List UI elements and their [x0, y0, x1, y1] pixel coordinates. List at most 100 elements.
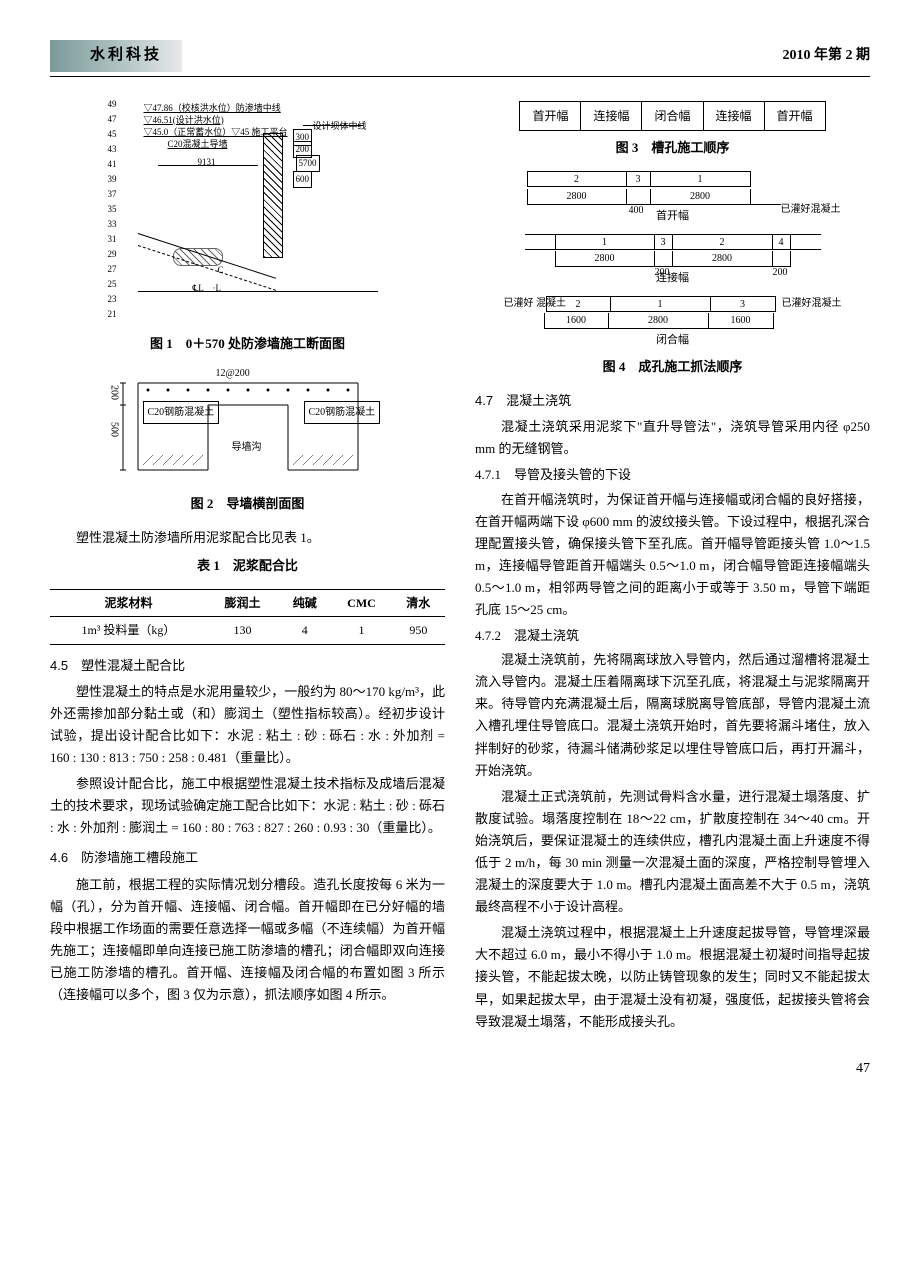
fig4-seg: 3	[627, 171, 651, 187]
s47-p1: 混凝土浇筑采用泥浆下"直升导管法"，浇筑导管采用内径 φ250 mm 的无缝钢管…	[475, 416, 870, 460]
page-header: 水利科技 2010 年第 2 期	[50, 40, 870, 77]
fig4-group3-label: 闭合幅	[493, 331, 853, 350]
header-journal: 水利科技	[50, 40, 182, 72]
fig1-label: 设计坝体中线	[313, 119, 367, 134]
ytick: 47	[108, 112, 117, 127]
fig4-side: 已灌好 混凝土	[504, 298, 546, 309]
figure-2-caption: 图 2 导墙横剖面图	[50, 493, 445, 515]
figure-3-caption: 图 3 槽孔施工顺序	[475, 137, 870, 159]
table-cell: 950	[392, 617, 445, 644]
figure-1-caption: 图 1 0＋570 处防渗墙施工断面图	[50, 333, 445, 355]
ytick: 37	[108, 187, 117, 202]
sec-num: 4.6	[50, 850, 68, 865]
section-4-7-1-title: 4.7.1 导管及接头管的下设	[475, 464, 870, 486]
fig3-cell: 首开幅	[764, 101, 826, 131]
ytick: 23	[108, 292, 117, 307]
sec-num: 4.5	[50, 658, 68, 673]
s46-p1: 施工前，根据工程的实际情况划分槽段。造孔长度按每 6 米为一幅（孔），分为首开幅…	[50, 874, 445, 1007]
fig1-label: C20混凝土导墙	[168, 137, 228, 152]
figure-4: 2 3 1 已灌好混凝土 2800 400 2800 首开幅 1 3 2 4 2…	[493, 171, 853, 350]
ytick: 43	[108, 142, 117, 157]
fig4-seg: 1	[651, 171, 751, 187]
fig4-dim: 2800	[555, 251, 655, 267]
figure-3: 首开幅 连接幅 闭合幅 连接幅 首开幅	[475, 101, 870, 131]
section-4-5-title: 4.5 塑性混凝土配合比	[50, 655, 445, 677]
table-1-caption: 表 1 泥浆配合比	[50, 555, 445, 577]
table-1: 泥浆材料 膨润土 纯碱 CMC 清水 1m³ 投料量（kg） 130 4 1 9…	[50, 589, 445, 645]
s472-p3: 混凝土浇筑过程中，根据混凝土上升速度起拔导管，导管埋深最大不超过 6.0 m，最…	[475, 922, 870, 1032]
fig2-dim-v1: 200	[106, 385, 123, 400]
fig4-dim: 200	[773, 265, 788, 281]
figure-4-caption: 图 4 成孔施工抓法顺序	[475, 356, 870, 378]
table-header: 纯碱	[278, 589, 331, 616]
s471-p1: 在首开幅浇筑时，为保证首开幅与连接幅或闭合幅的良好搭接，在首开幅两端下设 φ60…	[475, 489, 870, 622]
sec-num: 4.7	[475, 393, 493, 408]
fig4-seg: 4	[773, 234, 791, 250]
fig4-seg: 1	[611, 296, 711, 312]
fig2-dim-v2: 500	[106, 422, 123, 437]
fig4-seg: 2	[527, 171, 627, 187]
fig4-seg: 1	[555, 234, 655, 250]
fig4-group2-label: 连接幅	[493, 269, 853, 288]
ytick: 49	[108, 97, 117, 112]
fig4-dim: 2800	[609, 313, 709, 329]
fig3-cell: 连接幅	[580, 101, 641, 131]
header-issue: 2010 年第 2 期	[783, 44, 871, 68]
table-cell: 1	[331, 617, 391, 644]
s472-p1: 混凝土浇筑前，先将隔离球放入导管内，然后通过溜槽将混凝土流入导管内。混凝土压着隔…	[475, 649, 870, 782]
fig4-dim: 2800	[651, 189, 751, 205]
figure-1: 49 47 45 43 41 39 37 35 33 31 29 27 25 2…	[108, 97, 388, 327]
intro-line: 塑性混凝土防渗墙所用泥浆配合比见表 1。	[50, 527, 445, 549]
fig4-dim: 1600	[709, 313, 774, 329]
s45-p1: 塑性混凝土的特点是水泥用量较少，一般约为 80～170 kg/m³，此外还需掺加…	[50, 681, 445, 769]
table-header: 清水	[392, 589, 445, 616]
fig4-seg: 3	[655, 234, 673, 250]
ytick: 41	[108, 157, 117, 172]
sec-text: 塑性混凝土配合比	[81, 658, 185, 673]
ytick: 31	[108, 232, 117, 247]
table-cell: 4	[278, 617, 331, 644]
fig4-seg: 2	[673, 234, 773, 250]
sec-text: 防渗墙施工槽段施工	[81, 850, 198, 865]
figure-2: 12@200 C20钢筋混凝土 C20钢筋混凝土 导墙沟 200 500	[108, 367, 388, 487]
section-4-6-title: 4.6 防渗墙施工槽段施工	[50, 847, 445, 869]
fig1-label: ℄L ·L	[193, 281, 221, 296]
fig3-cell: 连接幅	[703, 101, 764, 131]
left-column: 49 47 45 43 41 39 37 35 33 31 29 27 25 2…	[50, 97, 445, 1037]
fig2-label-left: C20钢筋混凝土	[143, 401, 220, 424]
fig4-dim: 200	[655, 265, 670, 281]
fig4-dim: 400	[629, 203, 644, 219]
fig2-label-right: C20钢筋混凝土	[304, 401, 381, 424]
s45-p2: 参照设计配合比，施工中根据塑性混凝土技术指标及成墙后混凝土的技术要求，现场试验确…	[50, 773, 445, 839]
table-cell: 130	[207, 617, 278, 644]
fig3-cell: 首开幅	[519, 101, 580, 131]
ytick: 29	[108, 247, 117, 262]
fig3-cell: 闭合幅	[641, 101, 702, 131]
table-cell: 1m³ 投料量（kg）	[50, 617, 207, 644]
fig4-side: 已灌好混凝土	[781, 201, 841, 218]
ytick: 45	[108, 127, 117, 142]
fig4-seg: 3	[711, 296, 776, 312]
fig4-dim: 2800	[527, 189, 627, 205]
fig1-val: 600	[293, 171, 313, 188]
ytick: 33	[108, 217, 117, 232]
s472-p2: 混凝土正式浇筑前，先测试骨料含水量，进行混凝土塌落度、扩散度试验。塌落度控制在 …	[475, 786, 870, 919]
table-header: 泥浆材料	[50, 589, 207, 616]
fig4-dim: 1600	[544, 313, 609, 329]
ytick: 21	[108, 307, 117, 322]
sec-text: 混凝土浇筑	[506, 393, 571, 408]
ytick: 25	[108, 277, 117, 292]
fig1-val: 9131	[198, 155, 216, 170]
fig4-seg: 2	[546, 296, 611, 312]
fig2-label-mid: 导墙沟	[232, 439, 262, 456]
ytick: 39	[108, 172, 117, 187]
ytick: 35	[108, 202, 117, 217]
fig1-val: 5700	[296, 155, 320, 172]
fig4-side: 已灌好混凝土	[782, 295, 842, 312]
page-number: 47	[50, 1057, 870, 1081]
section-4-7-2-title: 4.7.2 混凝土浇筑	[475, 625, 870, 647]
table-header: CMC	[331, 589, 391, 616]
right-column: 首开幅 连接幅 闭合幅 连接幅 首开幅 图 3 槽孔施工顺序 2 3 1 已灌好…	[475, 97, 870, 1037]
table-header: 膨润土	[207, 589, 278, 616]
fig4-dim: 2800	[673, 251, 773, 267]
